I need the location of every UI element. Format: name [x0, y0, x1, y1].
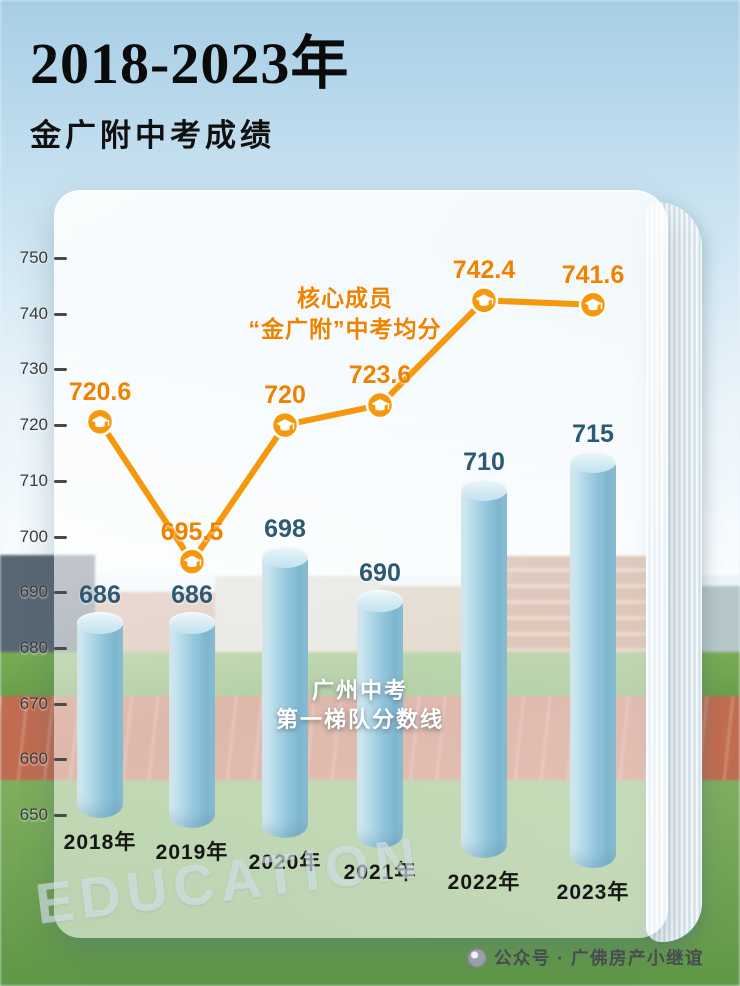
line-value-label: 741.6 [561, 260, 625, 289]
y-axis-tick-label: 720 [19, 415, 48, 435]
score-bar-cap [357, 590, 403, 613]
score-bar-body [461, 480, 507, 858]
score-bar [169, 612, 215, 828]
score-bar-body [357, 592, 403, 848]
bar-series-annotation: 广州中考 第一梯队分数线 [248, 676, 472, 734]
x-axis-category-label: 2021年 [343, 861, 417, 884]
y-axis-tick-label: 690 [19, 582, 48, 602]
line-series-annotation-line2: “金广附”中考均分 [248, 316, 442, 342]
x-axis-category-label: 2019年 [155, 841, 229, 864]
y-axis-tick-mark [54, 758, 67, 762]
score-bar [357, 590, 403, 848]
y-axis-tick-mark [54, 702, 67, 706]
y-axis-tick-mark [54, 814, 67, 817]
score-bar-body [77, 614, 123, 818]
bar-value-label: 686 [171, 581, 213, 610]
publisher-credit-text: 公众号 · 广佛房产小继谊 [493, 948, 704, 968]
bar-series-annotation-line1: 广州中考 [311, 678, 408, 703]
y-axis-tick-label: 740 [19, 303, 48, 323]
line-series-annotation-line1: 核心成员 [297, 285, 393, 311]
score-bar-body [169, 614, 215, 828]
line-value-label: 720.6 [68, 377, 132, 406]
page-subtitle: 金广附中考成绩 [30, 118, 275, 153]
bar-series-annotation-line2: 第一梯队分数线 [275, 707, 444, 732]
publisher-logo-icon [466, 947, 487, 968]
y-axis-tick-label: 750 [19, 248, 48, 267]
y-axis-tick-mark [54, 368, 67, 372]
score-bar [461, 478, 507, 858]
line-value-label: 723.6 [348, 361, 412, 390]
bar-value-label: 710 [463, 447, 505, 476]
y-axis-tick-mark [54, 591, 67, 595]
line-value-label: 742.4 [452, 256, 516, 285]
line-value-label: 695.5 [160, 517, 224, 546]
y-axis-tick-label: 730 [19, 359, 48, 379]
y-axis-tick-mark [54, 312, 67, 316]
score-bar [570, 450, 616, 868]
bar-value-label: 715 [572, 419, 614, 448]
y-axis-tick-label: 660 [19, 749, 48, 769]
y-axis-tick-label: 650 [19, 805, 48, 824]
x-axis-category-label: 2018年 [63, 831, 137, 854]
y-axis-tick-label: 670 [19, 693, 48, 713]
y-axis-tick-label: 700 [19, 526, 48, 546]
publisher-credit: 公众号 · 广佛房产小继谊 [466, 945, 704, 970]
score-bar-cap [169, 612, 215, 635]
x-axis-category-label: 2020年 [248, 851, 322, 874]
score-bar [77, 612, 123, 818]
score-bar-cap [77, 612, 123, 635]
y-axis-tick-mark [54, 257, 67, 260]
line-value-label: 720 [264, 381, 306, 410]
score-bar-body [570, 452, 616, 868]
bar-value-label: 698 [264, 514, 306, 543]
bar-value-label: 690 [359, 559, 401, 588]
score-bar-cap [570, 450, 616, 473]
line-series-annotation: 核心成员 “金广附”中考均分 [205, 283, 485, 345]
y-axis-tick-label: 680 [19, 637, 48, 657]
y-axis-tick-mark [54, 479, 67, 483]
header: 2018-2023年 金广附中考成绩 [30, 16, 349, 155]
score-bar-cap [461, 478, 507, 501]
x-axis-category-label: 2023年 [556, 881, 630, 904]
y-axis-tick-mark [54, 424, 67, 428]
page-title: 2018-2023年 [30, 31, 350, 96]
bar-value-label: 686 [79, 581, 121, 610]
x-axis-category-label: 2022年 [447, 871, 521, 894]
score-bar-cap [262, 545, 308, 568]
y-axis-tick-label: 710 [19, 470, 48, 490]
score-bar-body [262, 547, 308, 838]
y-axis-tick-mark [54, 646, 67, 650]
y-axis-tick-mark [54, 535, 67, 539]
